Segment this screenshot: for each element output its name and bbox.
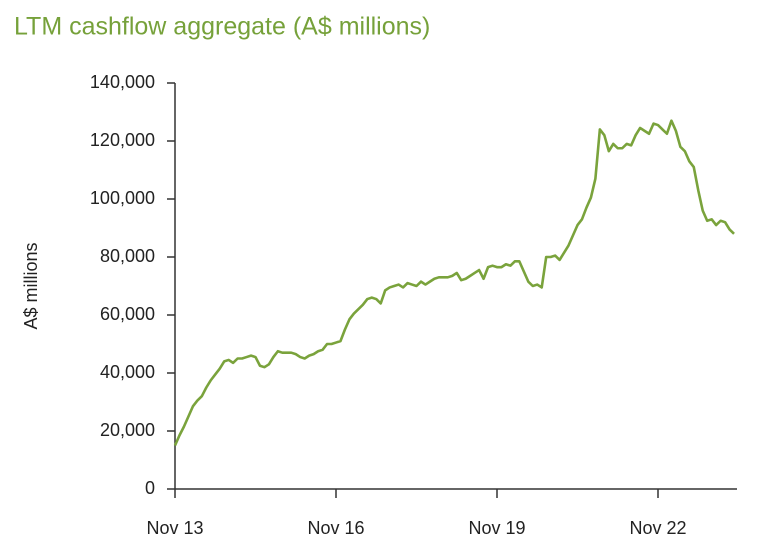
y-tick-label: 120,000 — [90, 130, 155, 150]
x-tick-label: Nov 19 — [468, 518, 525, 538]
x-tick-label: Nov 22 — [629, 518, 686, 538]
y-tick-label: 20,000 — [100, 420, 155, 440]
y-tick-label: 60,000 — [100, 304, 155, 324]
x-tick-label: Nov 16 — [307, 518, 364, 538]
y-axis-label: A$ millions — [21, 242, 41, 329]
y-tick-label: 140,000 — [90, 72, 155, 92]
y-tick-label: 40,000 — [100, 362, 155, 382]
chart-title: LTM cashflow aggregate (A$ millions) — [14, 13, 430, 41]
y-tick-label: 0 — [145, 478, 155, 498]
x-tick-label: Nov 13 — [146, 518, 203, 538]
y-tick-label: 80,000 — [100, 246, 155, 266]
y-tick-label: 100,000 — [90, 188, 155, 208]
data-line — [173, 119, 735, 447]
